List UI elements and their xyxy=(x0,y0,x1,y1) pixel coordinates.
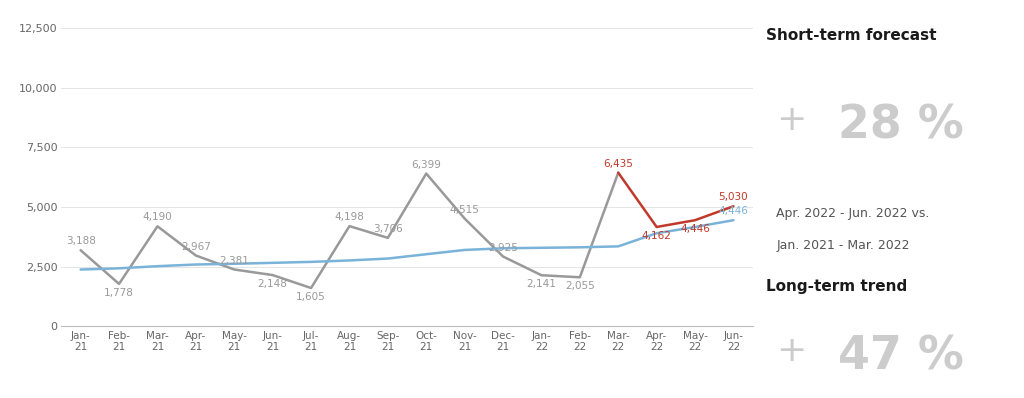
Text: 4,198: 4,198 xyxy=(335,212,365,222)
Text: 6,399: 6,399 xyxy=(412,160,441,170)
Text: 4,162: 4,162 xyxy=(642,231,672,241)
Text: Long-term trend: Long-term trend xyxy=(766,279,907,294)
Text: 4,446: 4,446 xyxy=(719,207,749,217)
Text: 5,030: 5,030 xyxy=(719,192,749,203)
Text: 4,446: 4,446 xyxy=(680,224,710,234)
Text: 3,188: 3,188 xyxy=(66,236,95,246)
Text: 4,515: 4,515 xyxy=(450,205,479,215)
Text: 3,706: 3,706 xyxy=(373,224,402,234)
Text: 2,141: 2,141 xyxy=(526,279,556,289)
Text: +: + xyxy=(776,334,807,368)
Text: 6,435: 6,435 xyxy=(603,159,633,169)
Text: 2,381: 2,381 xyxy=(219,256,249,266)
Text: 47 %: 47 % xyxy=(838,334,964,379)
Text: 2,967: 2,967 xyxy=(181,242,211,252)
Text: Jan. 2021 - Mar. 2022: Jan. 2021 - Mar. 2022 xyxy=(776,239,909,252)
Text: 28 %: 28 % xyxy=(838,103,964,148)
Text: 1,778: 1,778 xyxy=(104,288,134,298)
Text: 1,605: 1,605 xyxy=(296,292,326,302)
Text: Apr. 2022 - Jun. 2022 vs.: Apr. 2022 - Jun. 2022 vs. xyxy=(776,207,930,220)
Text: 2,148: 2,148 xyxy=(258,279,288,289)
Text: 2,925: 2,925 xyxy=(488,243,518,253)
Text: 4,190: 4,190 xyxy=(142,213,172,222)
Legend: Total Civil, 12-Mo. Moving Average: Total Civil, 12-Mo. Moving Average xyxy=(195,393,509,398)
Text: 2,055: 2,055 xyxy=(565,281,595,291)
Text: +: + xyxy=(776,103,807,137)
Text: Short-term forecast: Short-term forecast xyxy=(766,28,937,43)
